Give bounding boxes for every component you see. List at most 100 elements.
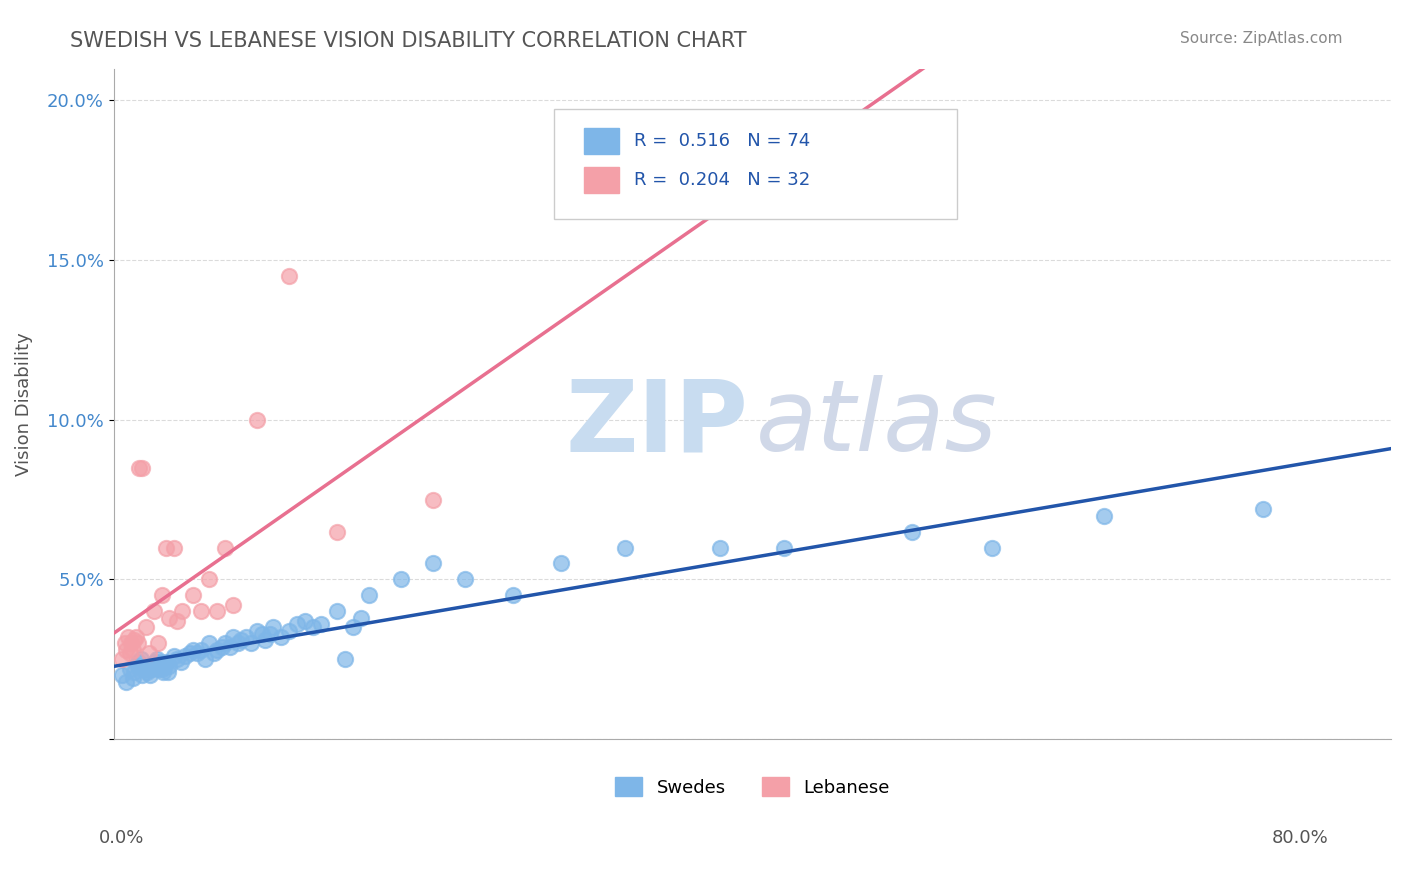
Point [143, 656, 166, 670]
Point [190, 604, 212, 618]
Point [222, 598, 245, 612]
Point [132, 662, 155, 676]
Point [183, 589, 205, 603]
Point [120, 636, 142, 650]
Point [128, 460, 150, 475]
Point [194, 652, 217, 666]
Point [125, 630, 148, 644]
Text: R =  0.204   N = 32: R = 0.204 N = 32 [634, 171, 810, 189]
Point [149, 656, 172, 670]
Point [156, 665, 179, 679]
Point [135, 658, 157, 673]
Point [127, 656, 149, 670]
Point [138, 662, 160, 676]
Point [166, 614, 188, 628]
Point [186, 646, 208, 660]
Point [198, 636, 221, 650]
Text: Source: ZipAtlas.com: Source: ZipAtlas.com [1180, 31, 1343, 46]
Point [115, 642, 138, 657]
Point [285, 617, 308, 632]
Point [163, 649, 186, 664]
Point [773, 541, 796, 555]
Point [1092, 508, 1115, 523]
Text: 0.0%: 0.0% [98, 829, 143, 847]
Point [246, 413, 269, 427]
Point [159, 658, 181, 673]
Point [278, 269, 301, 284]
Point [207, 604, 229, 618]
Point [142, 604, 165, 618]
Bar [583, 167, 620, 193]
Text: SWEDISH VS LEBANESE VISION DISABILITY CORRELATION CHART: SWEDISH VS LEBANESE VISION DISABILITY CO… [70, 31, 747, 51]
Point [278, 624, 301, 638]
Point [159, 611, 181, 625]
Point [270, 630, 292, 644]
Point [150, 589, 173, 603]
Point [115, 674, 138, 689]
Point [262, 620, 284, 634]
Point [114, 636, 136, 650]
Point [326, 604, 349, 618]
Point [239, 636, 262, 650]
Text: R =  0.516   N = 74: R = 0.516 N = 74 [634, 132, 810, 150]
Point [454, 573, 477, 587]
Point [613, 541, 636, 555]
Point [166, 652, 188, 666]
Point [709, 541, 731, 555]
Point [342, 620, 364, 634]
Point [148, 636, 170, 650]
Point [226, 636, 249, 650]
Point [183, 642, 205, 657]
Point [211, 640, 233, 654]
Point [145, 652, 167, 666]
Point [139, 668, 162, 682]
Point [190, 642, 212, 657]
Point [117, 630, 139, 644]
Point [163, 541, 186, 555]
Point [333, 652, 356, 666]
Point [901, 524, 924, 539]
Text: ZIP: ZIP [565, 376, 748, 473]
Point [172, 604, 194, 618]
Point [550, 557, 572, 571]
Point [121, 672, 143, 686]
Point [131, 460, 153, 475]
Point [141, 662, 163, 676]
Point [222, 630, 245, 644]
Point [326, 524, 349, 539]
Point [422, 557, 444, 571]
Bar [583, 128, 620, 153]
Point [148, 662, 170, 676]
Point [309, 617, 332, 632]
Point [214, 636, 236, 650]
Point [129, 652, 152, 666]
Point [127, 658, 149, 673]
Point [219, 640, 242, 654]
Point [179, 646, 201, 660]
Point [235, 630, 257, 644]
Point [110, 668, 132, 682]
Point [135, 620, 157, 634]
FancyBboxPatch shape [554, 109, 956, 219]
Point [138, 646, 160, 660]
Y-axis label: Vision Disability: Vision Disability [15, 332, 32, 475]
Text: 80.0%: 80.0% [1272, 829, 1329, 847]
Point [350, 611, 373, 625]
Point [136, 665, 159, 679]
Point [110, 652, 132, 666]
Point [118, 662, 141, 676]
Point [150, 662, 173, 676]
Point [250, 626, 273, 640]
Point [155, 541, 177, 555]
Point [202, 646, 225, 660]
Point [359, 589, 381, 603]
Point [118, 646, 141, 660]
Point [131, 668, 153, 682]
Point [207, 642, 229, 657]
Point [254, 633, 277, 648]
Point [231, 633, 253, 648]
Point [198, 573, 221, 587]
Point [214, 541, 236, 555]
Point [422, 492, 444, 507]
Point [142, 658, 165, 673]
